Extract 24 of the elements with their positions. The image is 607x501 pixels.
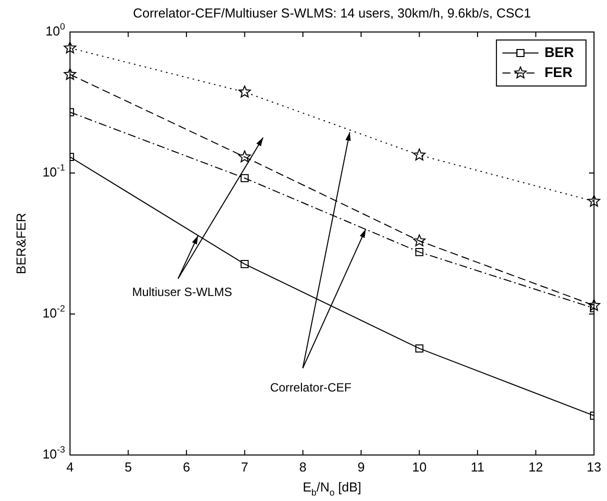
point xyxy=(238,86,251,98)
x-tick-label: 7 xyxy=(241,460,248,475)
x-tick-label: 12 xyxy=(528,460,544,475)
x-tick-label: 8 xyxy=(299,460,307,475)
x-tick-label: 5 xyxy=(124,460,132,475)
legend-label: FER xyxy=(544,64,572,80)
point xyxy=(413,234,426,246)
x-tick-label: 11 xyxy=(470,460,484,475)
y-axis-title: BER&FER xyxy=(14,212,29,274)
chart-title: Correlator-CEF/Multiuser S-WLMS: 14 users, 30km/h, 9.6kb/s, CSC1 xyxy=(132,6,532,21)
point xyxy=(588,298,600,311)
x-tick-label: 4 xyxy=(66,460,74,475)
point xyxy=(64,42,76,54)
point xyxy=(413,148,426,160)
x-tick-label: 13 xyxy=(586,460,602,475)
x-tick-label: 10 xyxy=(412,460,427,475)
x-tick-label: 6 xyxy=(182,460,190,475)
annotation: Multiuser S-WLMS xyxy=(132,284,232,299)
legend-label: BER xyxy=(544,44,574,60)
point xyxy=(64,68,76,80)
point xyxy=(238,150,251,162)
x-tick-label: 9 xyxy=(357,460,365,475)
point xyxy=(588,194,600,207)
annotation: Correlator-CEF xyxy=(270,380,352,394)
